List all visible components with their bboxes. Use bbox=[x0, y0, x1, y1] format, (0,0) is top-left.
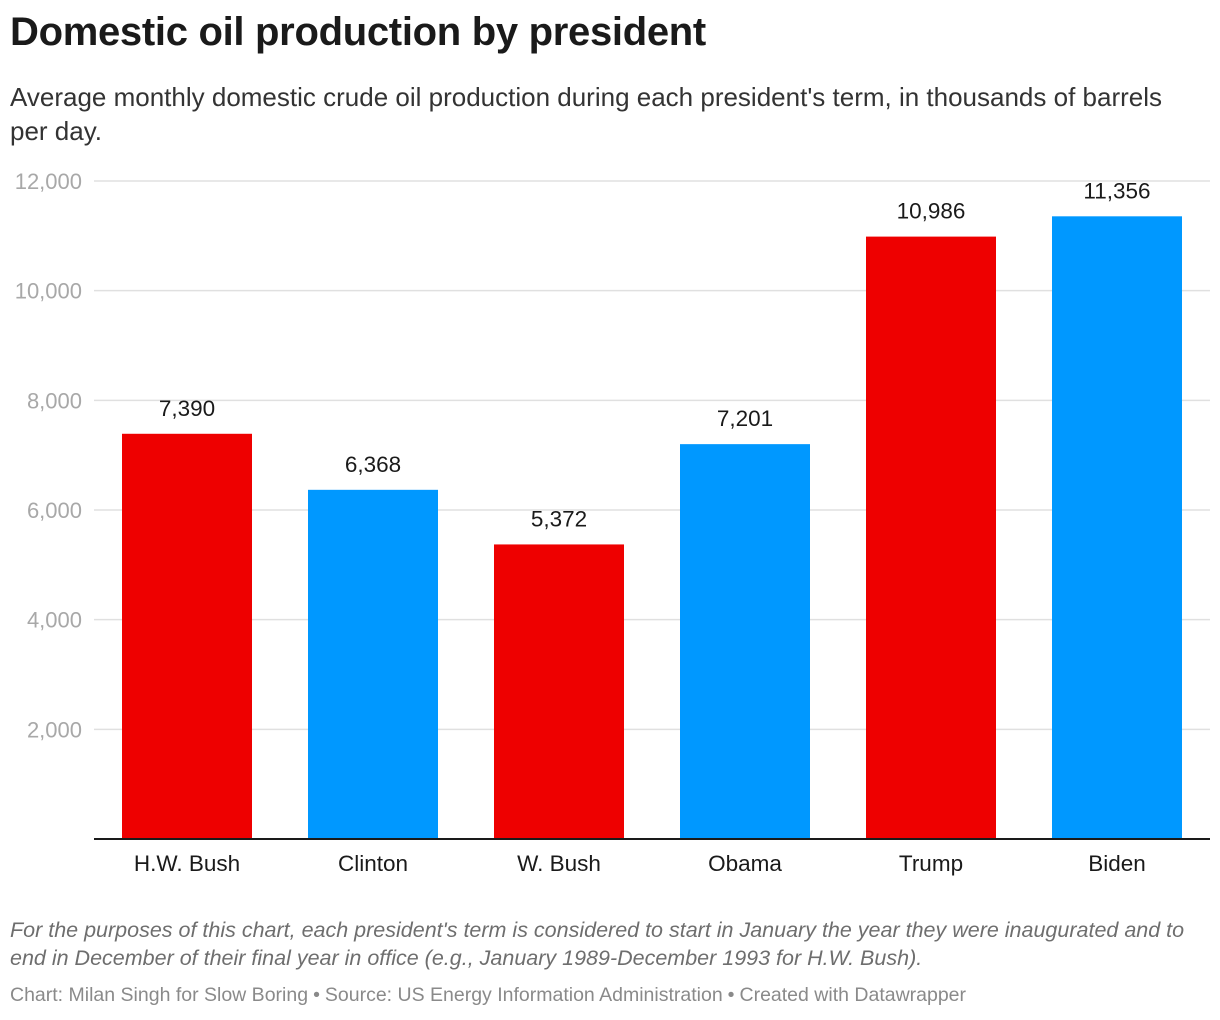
bars bbox=[122, 216, 1182, 839]
footer-credit: Chart: Milan Singh for Slow Boring bbox=[10, 984, 309, 1006]
x-tick-label: Biden bbox=[1088, 851, 1146, 876]
footer-source: Source: US Energy Information Administra… bbox=[324, 984, 723, 1006]
y-tick-label: 12,000 bbox=[15, 169, 82, 194]
chart-subtitle: Average monthly domestic crude oil produ… bbox=[10, 82, 1162, 146]
bar-chart: 2,000 4,000 6,000 8,000 10,000 12,000 7,390 6,… bbox=[15, 169, 1210, 876]
footer-tool: Created with Datawrapper bbox=[739, 984, 967, 1006]
x-tick-label: Obama bbox=[708, 851, 782, 876]
gridlines: 2,000 4,000 6,000 8,000 10,000 12,000 bbox=[15, 169, 1210, 742]
value-labels: 7,390 6,368 5,372 7,201 10,986 11,356 bbox=[159, 178, 1151, 531]
footer-separator: • bbox=[727, 984, 735, 1006]
y-tick-label: 10,000 bbox=[15, 279, 82, 304]
x-tick-label: W. Bush bbox=[517, 851, 601, 876]
bar bbox=[122, 433, 252, 839]
x-tick-label: Trump bbox=[899, 851, 963, 876]
y-tick-label: 6,000 bbox=[27, 498, 82, 523]
x-tick-label: Clinton bbox=[338, 851, 408, 876]
x-axis: H.W. Bush Clinton W. Bush Obama Trump Biden bbox=[94, 838, 1210, 876]
bar-value-label: 7,390 bbox=[159, 396, 215, 421]
bar bbox=[494, 544, 624, 839]
y-tick-label: 4,000 bbox=[27, 608, 82, 633]
chart-footer: Chart: Milan Singh for Slow Boring • Sourc… bbox=[10, 984, 966, 1007]
bar-value-label: 11,356 bbox=[1083, 178, 1150, 203]
bar-value-label: 7,201 bbox=[717, 406, 773, 431]
bar bbox=[680, 444, 810, 839]
bar-value-label: 5,372 bbox=[531, 506, 587, 531]
bar bbox=[1052, 216, 1182, 839]
footer-separator: • bbox=[313, 984, 320, 1006]
y-tick-label: 8,000 bbox=[27, 388, 82, 413]
chart-title: Domestic oil production by president bbox=[10, 10, 706, 54]
bar-value-label: 6,368 bbox=[345, 452, 401, 477]
chart-note: For the purposes of this chart, each pre… bbox=[10, 918, 1185, 970]
bar bbox=[866, 236, 996, 839]
x-tick-label: H.W. Bush bbox=[134, 851, 240, 876]
bar-value-label: 10,986 bbox=[897, 199, 966, 224]
y-tick-label: 2,000 bbox=[27, 717, 82, 742]
bar bbox=[308, 489, 438, 839]
